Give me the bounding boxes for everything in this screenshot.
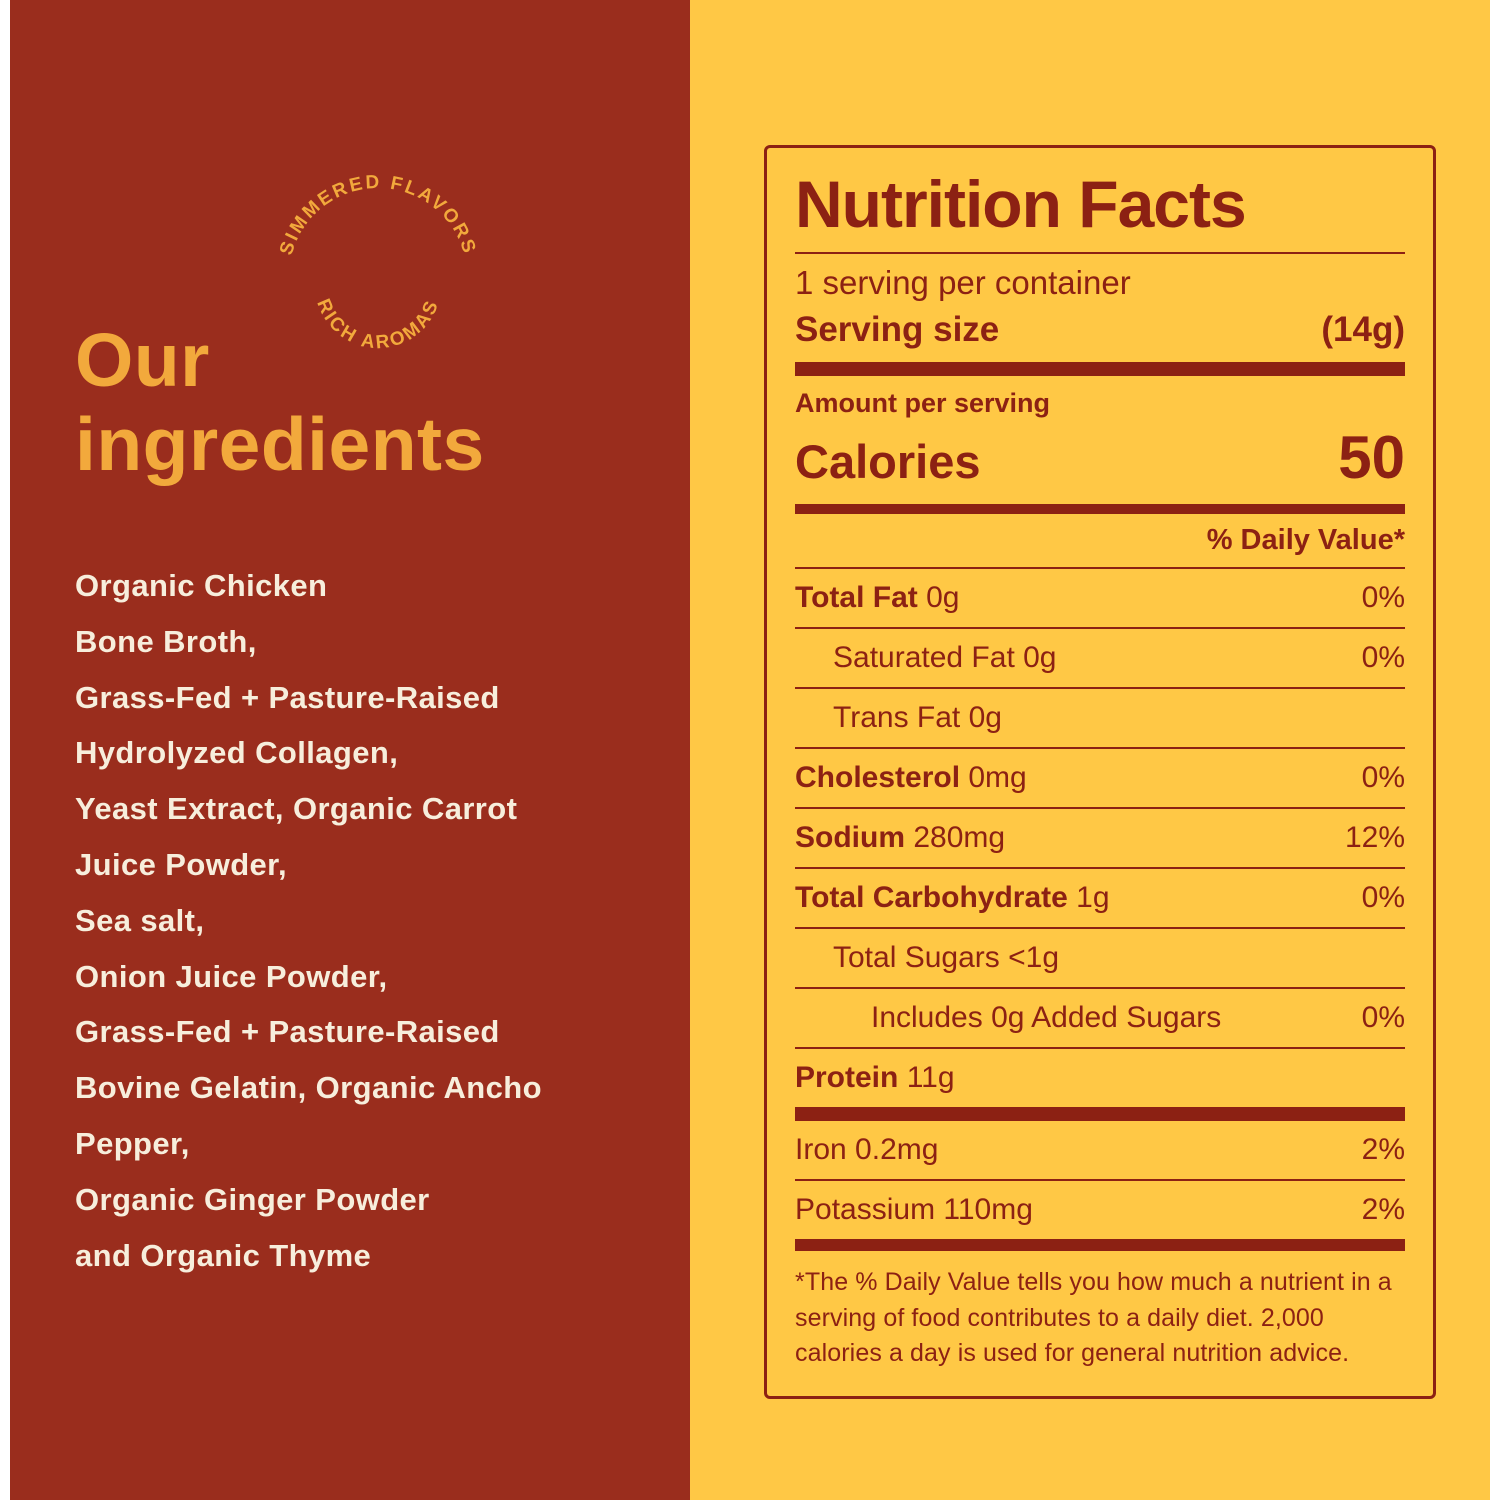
daily-value-footnote: *The % Daily Value tells you how much a … (795, 1268, 1392, 1367)
nutrient-rows: Total Fat 0g 0% Saturated Fat 0g 0% Tran… (795, 567, 1405, 1107)
nutrition-facts-label: Nutrition Facts 1 serving per container … (764, 145, 1436, 1399)
nutrient-row-protein: Protein 11g (795, 1047, 1405, 1107)
nutrient-name-amount: Sodium 280mg (795, 821, 1006, 854)
ingredient-line: Grass-Fed + Pasture-Raised (75, 1014, 500, 1050)
nutrient-dv: 12% (1344, 821, 1405, 854)
nutrient-row-total-sugars: Total Sugars <1g (795, 927, 1405, 987)
calories-value: 50 (1338, 424, 1405, 491)
nutrient-name-amount: Total Fat 0g (795, 581, 960, 614)
nutrient-name-amount: Total Carbohydrate 1g (795, 881, 1110, 914)
nutrient-name-amount: Protein 11g (795, 1061, 955, 1094)
nutrient-dv: 2% (1361, 1193, 1405, 1226)
ingredient-line: and Organic Thyme (75, 1237, 372, 1273)
ingredient-line: Pepper, (75, 1125, 190, 1161)
nutrient-row-total-fat: Total Fat 0g 0% (795, 567, 1405, 627)
ingredient-line: Grass-Fed + Pasture-Raised (75, 679, 500, 715)
serving-size-row: Serving size (14g) (795, 304, 1405, 362)
nutrient-name-amount: Trans Fat 0g (833, 701, 1002, 734)
serving-size-value: (14g) (1321, 310, 1405, 349)
servings-per-container: 1 serving per container (795, 264, 1131, 301)
nutrient-dv: 0% (1361, 641, 1405, 674)
thick-divider (795, 1239, 1405, 1251)
ingredient-line: Yeast Extract, Organic Carrot (75, 791, 518, 827)
nutrient-dv: 0% (1361, 1001, 1405, 1034)
nutrient-name-amount: Potassium 110mg (795, 1193, 1033, 1226)
nutrient-name-amount: Saturated Fat 0g (833, 641, 1057, 674)
calories-row: Calories 50 (795, 421, 1405, 504)
ingredient-line: Organic Ginger Powder (75, 1181, 430, 1217)
thick-divider (795, 504, 1405, 514)
nutrition-panel: Nutrition Facts 1 serving per container … (690, 0, 1490, 1500)
ingredient-line: Hydrolyzed Collagen, (75, 735, 399, 771)
thick-divider (795, 362, 1405, 376)
nutrient-dv: 0% (1361, 581, 1405, 614)
nutrient-dv: 0% (1361, 761, 1405, 794)
ingredient-line: Onion Juice Powder, (75, 958, 388, 994)
heading-line-2: ingredients (75, 402, 485, 486)
ingredients-panel: SIMMERED FLAVORS RICH AROMAS Our ingredi… (10, 0, 690, 1500)
nutrient-row-added-sugars: Includes 0g Added Sugars 0% (795, 987, 1405, 1047)
nutrient-row-sodium: Sodium 280mg 12% (795, 807, 1405, 867)
thick-divider (795, 1107, 1405, 1121)
nutrient-name-amount: Cholesterol 0mg (795, 761, 1027, 794)
minerals-rows: Iron 0.2mg 2% Potassium 110mg 2% (795, 1121, 1405, 1239)
nutrient-row-saturated-fat: Saturated Fat 0g 0% (795, 627, 1405, 687)
ingredient-line: Bone Broth, (75, 623, 257, 659)
ingredients-heading: Our ingredients (75, 318, 485, 486)
daily-value-header: % Daily Value* (1206, 524, 1405, 556)
nutrient-dv: 0% (1361, 881, 1405, 914)
nutrient-name-amount: Iron 0.2mg (795, 1133, 939, 1166)
amount-per-serving-label: Amount per serving (795, 388, 1051, 418)
nutrient-name-amount: Total Sugars <1g (833, 941, 1059, 974)
nutrient-dv: 2% (1361, 1133, 1405, 1166)
ingredients-list: Organic Chicken Bone Broth, Grass-Fed + … (75, 558, 655, 1283)
nutrient-row-iron: Iron 0.2mg 2% (795, 1121, 1405, 1179)
simmered-flavors-badge: SIMMERED FLAVORS RICH AROMAS (276, 172, 480, 354)
ingredient-line: Sea salt, (75, 902, 205, 938)
heading-line-1: Our (75, 318, 210, 402)
nutrient-row-total-carbohydrate: Total Carbohydrate 1g 0% (795, 867, 1405, 927)
nutrient-row-trans-fat: Trans Fat 0g (795, 687, 1405, 747)
serving-size-label: Serving size (795, 310, 1000, 349)
nutrient-name-amount: Includes 0g Added Sugars (871, 1001, 1222, 1034)
nutrient-row-potassium: Potassium 110mg 2% (795, 1179, 1405, 1239)
nutrient-row-cholesterol: Cholesterol 0mg 0% (795, 747, 1405, 807)
nutrition-facts-title: Nutrition Facts (795, 167, 1247, 241)
ingredient-line: Bovine Gelatin, Organic Ancho (75, 1070, 542, 1106)
badge-top-text: SIMMERED FLAVORS (276, 172, 480, 258)
divider (795, 252, 1405, 254)
ingredient-line: Organic Chicken (75, 568, 328, 603)
calories-label: Calories (795, 435, 981, 488)
ingredient-line: Juice Powder, (75, 846, 287, 882)
